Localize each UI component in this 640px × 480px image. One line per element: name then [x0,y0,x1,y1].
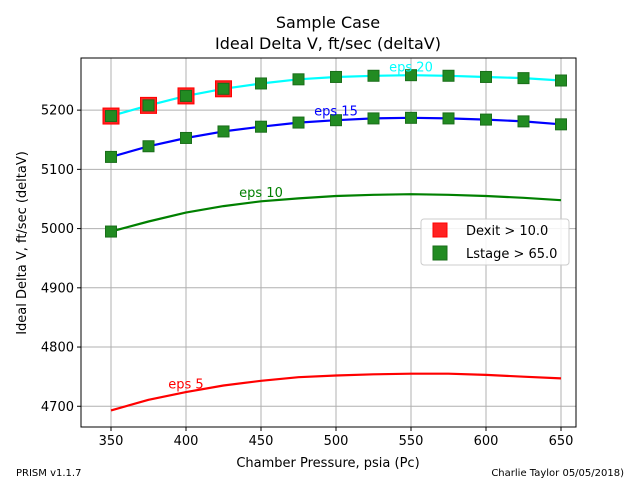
x-axis-ticks: 350 400 450 500 550 600 650 [99,427,574,449]
lstage-marker [442,69,455,82]
lstage-marker [367,69,380,82]
x-tick-label: 450 [249,434,274,449]
y-tick-label: 4900 [41,281,74,296]
lstage-marker [480,70,492,83]
y-tick-label: 4700 [41,400,74,415]
x-axis-label: Chamber Pressure, psia (Pc) [236,456,419,471]
curve-label-eps-5: eps 5 [168,378,203,393]
legend-box [420,218,570,266]
lstage-marker [292,116,305,129]
lstage-marker [180,89,192,102]
lstage-marker [105,110,117,123]
lstage-marker [217,125,230,138]
lstage-marker [180,131,192,144]
series-line-eps-5 [110,372,562,412]
y-tick-label: 5200 [41,104,74,119]
x-tick-label: 650 [549,434,574,449]
lstage-marker [142,140,155,153]
lstage-marker [255,77,267,90]
lstage-marker [555,118,567,131]
lstage-marker [330,114,342,127]
curve-labels: eps 20 eps 15 eps 10 eps 5 [168,61,433,393]
y-tick-label: 5000 [41,222,74,237]
plot-frame [80,57,577,428]
lstage-marker [105,225,117,238]
lstage-marker [405,111,417,124]
footer-author: Charlie Taylor 05/05/2018) [491,468,624,479]
lstage-marker [480,113,492,126]
lstage-marker [517,115,530,128]
chart-subtitle: Ideal Delta V, ft/sec (deltaV) [215,34,441,53]
lstage-marker [292,73,305,86]
x-tick-label: 500 [324,434,349,449]
series-line-eps-10 [110,193,562,233]
y-tick-label: 4800 [41,341,74,356]
lstage-marker [367,112,380,125]
y-axis-ticks: 4700 4800 4900 5000 5100 5200 [41,104,81,415]
legend-swatch-lstage [432,245,448,261]
lstage-marker [217,82,230,95]
x-tick-label: 600 [474,434,499,449]
lstage-marker [105,150,117,163]
lstage-marker [517,72,530,85]
y-axis-label: Ideal Delta V, ft/sec (deltaV) [15,151,30,335]
x-tick-label: 350 [99,434,124,449]
lstage-marker [255,120,267,133]
y-tick-label: 5100 [41,163,74,178]
legend: Dexit > 10.0 Lstage > 65.0 [420,218,570,266]
legend-label-lstage: Lstage > 65.0 [466,247,557,262]
curve-label-eps-15: eps 15 [314,104,358,119]
lstage-marker [405,69,417,82]
lstage-marker [442,112,455,125]
lstage-marker [330,70,342,83]
markers [102,69,567,238]
x-tick-label: 400 [174,434,199,449]
legend-swatch-dexit [432,222,448,238]
curve-label-eps-20: eps 20 [389,61,433,76]
footer-version: PRISM v1.1.7 [16,468,81,479]
legend-label-dexit: Dexit > 10.0 [466,224,548,239]
curve-label-eps-10: eps 10 [239,186,283,201]
lstage-marker [142,99,155,112]
x-tick-label: 550 [399,434,424,449]
lstage-marker [555,74,567,87]
chart-title: Sample Case [276,13,380,32]
